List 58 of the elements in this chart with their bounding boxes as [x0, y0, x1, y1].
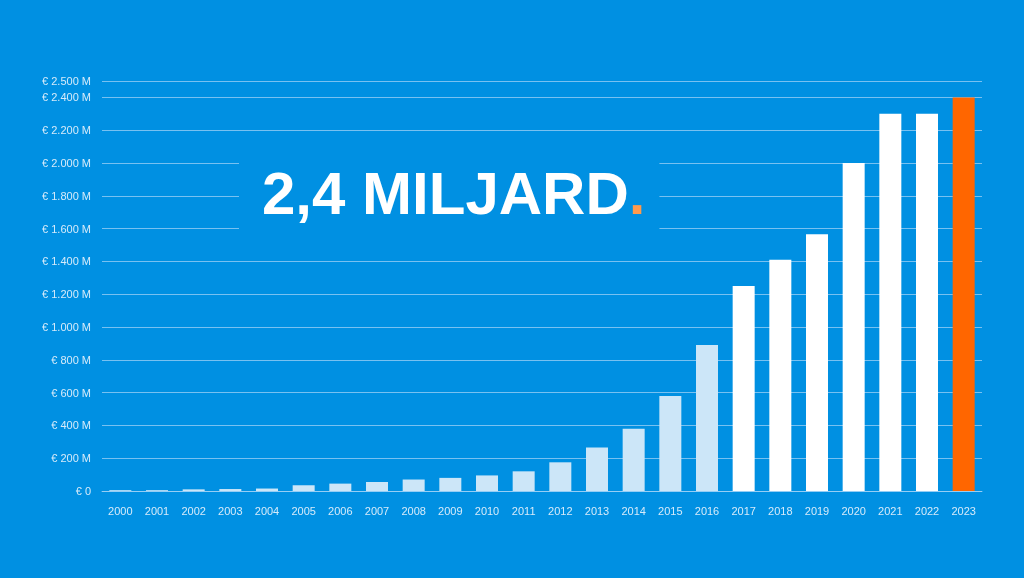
bar	[549, 462, 572, 491]
bar	[732, 286, 755, 491]
x-tick-label: 2009	[438, 504, 463, 517]
y-tick-label: € 2.400 M	[42, 91, 91, 104]
bar	[366, 481, 388, 491]
x-tick-label: 2006	[328, 504, 353, 517]
x-tick-label: 2011	[511, 504, 536, 517]
bar	[439, 477, 462, 491]
y-tick-label: € 600 M	[51, 386, 91, 399]
bar	[916, 113, 938, 491]
x-tick-label: 2004	[254, 504, 280, 517]
x-tick-label: 2002	[181, 504, 206, 517]
bar	[952, 97, 975, 491]
y-tick-label: € 2.200 M	[42, 124, 91, 137]
bar	[329, 483, 352, 491]
x-tick-label: 2022	[914, 504, 940, 517]
x-tick-label: 2012	[548, 504, 573, 517]
x-tick-label: 2015	[658, 504, 683, 517]
x-tick-label: 2019	[804, 504, 830, 517]
y-tick-label: € 800 M	[51, 353, 91, 366]
x-tick-label: 2010	[474, 504, 500, 517]
y-tick-label: € 400 M	[51, 419, 91, 432]
x-tick-label: 2007	[364, 504, 390, 517]
x-tick-label: 2016	[694, 504, 720, 517]
bar	[842, 163, 865, 491]
y-tick-label: € 1.800 M	[42, 189, 91, 202]
bar	[402, 479, 425, 491]
bar	[696, 345, 718, 491]
y-tick-label: € 1.200 M	[42, 288, 91, 301]
y-tick-label: € 1.000 M	[42, 321, 91, 333]
x-tick-label: 2003	[218, 504, 243, 517]
x-tick-label: 2018	[768, 504, 793, 517]
bar	[806, 234, 828, 491]
y-tick-label: € 1.600 M	[42, 222, 91, 235]
bar	[476, 475, 498, 491]
x-tick-label: 2017	[731, 504, 756, 517]
bar	[512, 471, 535, 491]
text: 2,4 MILJARD.	[262, 159, 646, 227]
x-tick-label: 2013	[584, 504, 610, 517]
bar	[292, 485, 315, 491]
bar	[622, 428, 645, 491]
y-tick-label: € 2.500 M	[42, 75, 91, 87]
x-tick-label: 2023	[951, 504, 976, 517]
y-tick-label: € 2.000 M	[42, 157, 91, 169]
x-tick-label: 2000	[108, 504, 133, 517]
x-tick-label: 2001	[144, 504, 170, 517]
y-tick-label: € 0	[75, 485, 91, 497]
x-tick-label: 2005	[291, 504, 316, 517]
bar	[879, 113, 902, 491]
x-tick-label: 2014	[621, 504, 646, 517]
y-tick-label: € 1.400 M	[42, 255, 91, 268]
bar	[769, 259, 792, 491]
bar	[659, 395, 682, 491]
bar	[586, 447, 608, 491]
y-tick-label: € 200 M	[51, 452, 91, 465]
x-tick-label: 2008	[401, 504, 426, 517]
x-tick-label: 2021	[878, 504, 903, 517]
x-tick-label: 2020	[841, 504, 866, 517]
